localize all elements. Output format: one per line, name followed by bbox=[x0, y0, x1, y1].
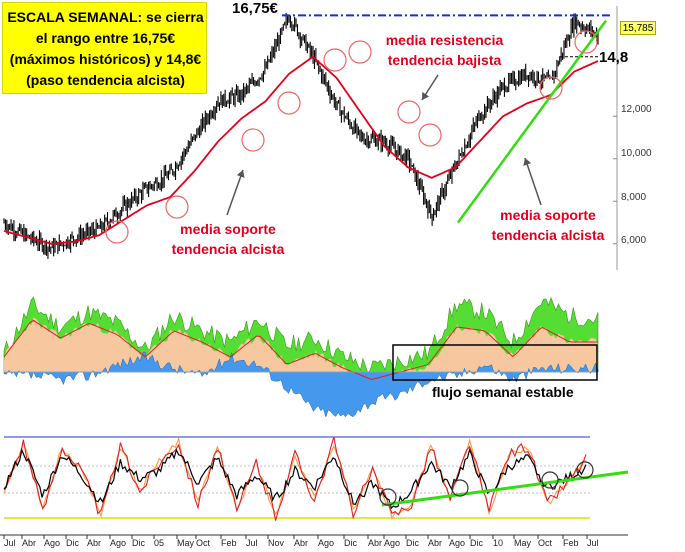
uptrend-line bbox=[456, 19, 608, 224]
y-tick-8000: 8,000 bbox=[621, 192, 647, 203]
x-tick-label: Jul bbox=[246, 538, 258, 548]
level-14-8-label: 14,8 bbox=[599, 49, 629, 66]
ma-touch-circle bbox=[539, 76, 563, 100]
arrow-support-a-head bbox=[236, 170, 245, 178]
y-tick-10000: 10,000 bbox=[621, 148, 652, 159]
x-tick-label: Oct bbox=[196, 538, 211, 548]
x-tick-label: Jul bbox=[4, 538, 16, 548]
ma-touch-circle bbox=[105, 220, 129, 244]
annotation-overlay bbox=[0, 534, 628, 539]
top-price-label: 16,75€ bbox=[232, 0, 278, 17]
osc-touch-circle bbox=[541, 471, 559, 489]
x-tick-label: Ago bbox=[384, 538, 401, 548]
ma-touch-circle bbox=[397, 100, 421, 124]
price-panel bbox=[3, 6, 618, 270]
last-price-tag: 15,785 bbox=[620, 21, 656, 35]
support-b-label-2: tendencia alcista bbox=[491, 227, 605, 243]
osc-trendline bbox=[381, 470, 629, 507]
flow-highlight-box bbox=[392, 344, 598, 381]
x-tick-label: 05 bbox=[154, 538, 165, 548]
x-tick-label: Abr bbox=[428, 538, 443, 548]
x-tick-label: Abr bbox=[22, 538, 37, 548]
resistance-label-1: media resistencia bbox=[385, 32, 504, 48]
note-line-3: (máximos históricos) y 14,8€ bbox=[9, 51, 202, 67]
x-tick-label: Dic bbox=[470, 538, 483, 548]
x-tick-label: Dic bbox=[132, 538, 145, 548]
osc-touch-circle bbox=[379, 488, 397, 506]
resistance-label-2: tendencia bajista bbox=[387, 52, 502, 68]
x-tick-label: Jul bbox=[587, 538, 599, 548]
flow-label: flujo semanal estable bbox=[432, 384, 574, 400]
x-tick-label: Abr bbox=[87, 538, 102, 548]
x-tick-label: May bbox=[177, 538, 195, 548]
arrow-support-a bbox=[226, 169, 244, 216]
x-tick-label: Dic bbox=[406, 538, 419, 548]
osc-red-line bbox=[3, 436, 587, 521]
x-tick-label: Feb bbox=[221, 538, 237, 548]
x-tick-label: Dic bbox=[344, 538, 357, 548]
flow-panel bbox=[3, 296, 599, 418]
flow-signal-line bbox=[3, 319, 598, 380]
x-tick-label: Oct bbox=[538, 538, 553, 548]
support-a-label-1: media soporte bbox=[180, 221, 276, 237]
y-tick-12000: 12,000 bbox=[621, 104, 652, 115]
x-tick-label: Feb bbox=[563, 538, 579, 548]
note-line-1: ESCALA SEMANAL: se cierra bbox=[7, 9, 204, 25]
arrow-support-b bbox=[524, 157, 542, 206]
x-tick-label: Abr bbox=[294, 538, 309, 548]
x-tick-label: Ago bbox=[110, 538, 127, 548]
oscillator-panel bbox=[3, 436, 629, 521]
arrow-resistance-head bbox=[422, 92, 430, 100]
moving-average-line bbox=[3, 55, 599, 245]
y-tick-6000: 6,000 bbox=[621, 235, 647, 246]
ma-touch-circle bbox=[277, 91, 301, 115]
ma-touch-circle bbox=[418, 123, 442, 147]
x-tick-label: Nov bbox=[268, 538, 285, 548]
ma-touch-circle bbox=[165, 195, 189, 219]
support-b-label-1: media soporte bbox=[500, 207, 596, 223]
ma-touch-circle bbox=[574, 30, 598, 54]
x-tick-label: Abr bbox=[368, 538, 383, 548]
x-tick-label: 10 bbox=[493, 538, 504, 548]
ma-touch-circle bbox=[241, 128, 265, 152]
osc-orange-line bbox=[3, 436, 587, 521]
x-tick-label: Ago bbox=[44, 538, 61, 548]
osc-touch-circle bbox=[576, 461, 594, 479]
x-tick-label: Ago bbox=[318, 538, 335, 548]
note-line-2: el rango entre 16,75€ bbox=[35, 30, 176, 46]
summary-note: ESCALA SEMANAL: se cierra el rango entre… bbox=[2, 2, 207, 94]
osc-black-line bbox=[3, 447, 587, 510]
note-line-4: (paso tendencia alcista) bbox=[26, 72, 185, 88]
ma-touch-circle bbox=[323, 48, 347, 72]
support-a-label-2: tendencia alcista bbox=[171, 241, 285, 257]
x-tick-label: Dic bbox=[66, 538, 79, 548]
x-tick-label: Ago bbox=[449, 538, 466, 548]
osc-touch-circle bbox=[451, 479, 469, 497]
x-tick-label: May bbox=[514, 538, 532, 548]
ma-touch-circle bbox=[348, 40, 372, 64]
arrow-support-b-head bbox=[523, 158, 532, 166]
